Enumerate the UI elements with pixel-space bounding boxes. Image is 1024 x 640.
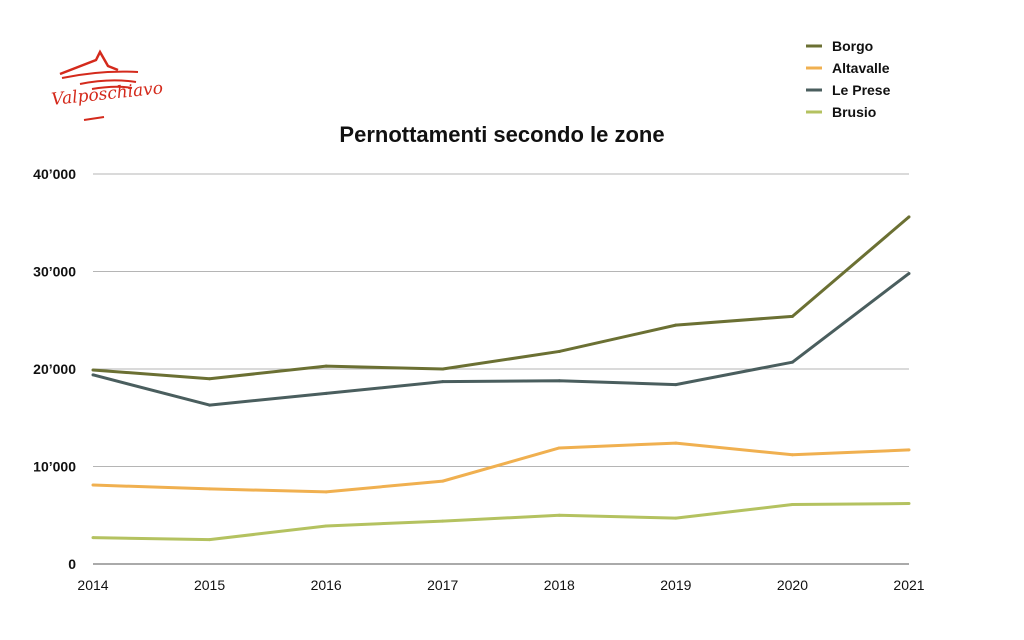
data-point (557, 513, 561, 517)
data-point (790, 503, 794, 507)
data-point (907, 271, 911, 275)
data-point (91, 536, 95, 540)
x-tick-label: 2014 (77, 577, 108, 593)
chart-title: Pernottamenti secondo le zone (339, 122, 664, 147)
data-point (324, 364, 328, 368)
y-tick-label: 30’000 (33, 264, 76, 280)
x-tick-label: 2015 (194, 577, 225, 593)
data-point (790, 314, 794, 318)
x-tick-label: 2017 (427, 577, 458, 593)
legend-label: Borgo (832, 38, 873, 54)
data-point (91, 368, 95, 372)
data-point (324, 490, 328, 494)
y-tick-label: 0 (68, 556, 76, 572)
series-line-brusio (92, 502, 910, 542)
x-tick-label: 2018 (544, 577, 575, 593)
legend-label: Brusio (832, 104, 876, 120)
data-point (557, 379, 561, 383)
data-point (674, 441, 678, 445)
data-point (674, 383, 678, 387)
series-line-altavalle (92, 441, 910, 494)
data-point (674, 323, 678, 327)
data-point (91, 483, 95, 487)
data-point (790, 360, 794, 364)
legend-label: Altavalle (832, 60, 890, 76)
data-point (441, 367, 445, 371)
logo-underline (83, 116, 105, 121)
data-point (208, 487, 212, 491)
logo-text: Valposchiavo (50, 78, 163, 110)
logo-mountain (59, 49, 119, 76)
logo-wave (61, 70, 139, 90)
y-tick-label: 20’000 (33, 361, 76, 377)
data-point (208, 403, 212, 407)
series-line-le-prese (92, 272, 910, 407)
data-point (557, 349, 561, 353)
data-point (907, 502, 911, 506)
y-tick-label: 10’000 (33, 459, 76, 475)
data-point (91, 373, 95, 377)
data-point (441, 380, 445, 384)
data-point (790, 453, 794, 457)
y-tick-label: 40’000 (33, 166, 76, 182)
data-point (674, 516, 678, 520)
x-tick-label: 2019 (660, 577, 691, 593)
series-line-borgo (92, 215, 910, 381)
data-point (324, 524, 328, 528)
logo: Valposchiavo (50, 49, 164, 121)
data-point (208, 538, 212, 542)
x-tick-label: 2016 (311, 577, 342, 593)
x-tick-label: 2021 (893, 577, 924, 593)
legend-label: Le Prese (832, 82, 891, 98)
data-point (557, 446, 561, 450)
data-point (441, 479, 445, 483)
data-point (907, 215, 911, 219)
data-point (907, 448, 911, 452)
data-point (208, 377, 212, 381)
x-tick-label: 2020 (777, 577, 808, 593)
data-point (441, 519, 445, 523)
data-point (324, 391, 328, 395)
